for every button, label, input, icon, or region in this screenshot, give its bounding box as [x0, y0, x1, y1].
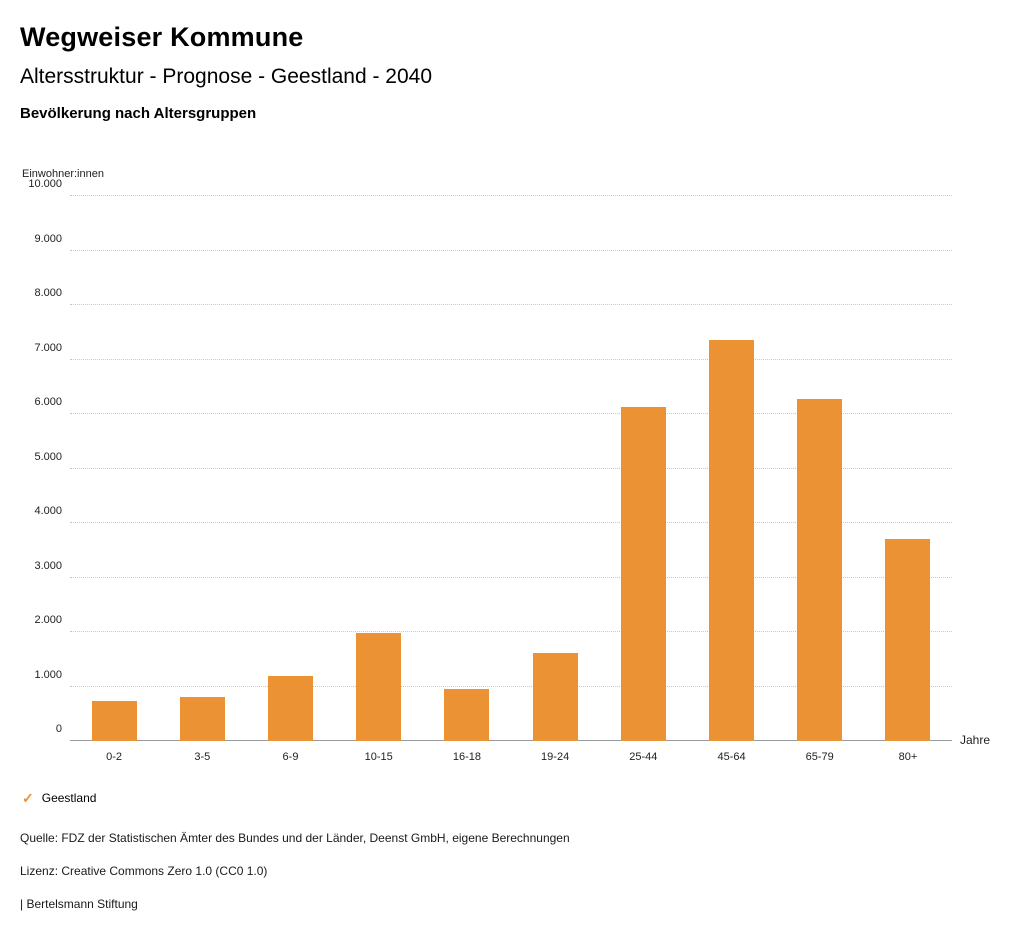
source-line: Quelle: FDZ der Statistischen Ämter des … — [20, 831, 570, 845]
bar-column — [158, 196, 246, 741]
x-axis-title: Jahre — [960, 733, 991, 747]
bar-65-79[interactable] — [797, 399, 843, 741]
bar-column — [423, 196, 511, 741]
bar-19-24[interactable] — [532, 652, 578, 741]
bar-0-2[interactable] — [91, 701, 137, 741]
gridline — [70, 522, 952, 523]
y-tick-label: 7.000 — [34, 341, 62, 354]
bar-3-5[interactable] — [179, 696, 225, 741]
page-title: Wegweiser Kommune — [20, 22, 304, 52]
y-tick-label: 9.000 — [34, 232, 62, 245]
x-tick-label: 10-15 — [364, 751, 393, 763]
x-tick-label: 3-5 — [194, 751, 211, 763]
gridline — [70, 195, 952, 196]
bar-column — [70, 196, 158, 741]
x-tick-label: 25-44 — [629, 751, 658, 763]
page-subtitle: Altersstruktur - Prognose - Geestland - … — [20, 65, 433, 88]
y-tick-label: 4.000 — [34, 505, 62, 517]
x-tick-label: 65-79 — [805, 751, 834, 763]
x-axis-labels: 0-2 3-5 6-9 10-15 16-18 19-24 25-44 45-64 65-79 8… — [70, 751, 952, 763]
y-tick-label: 8.000 — [34, 287, 62, 299]
gridline — [70, 413, 952, 414]
chart-title: Bevölkerung nach Altersgruppen — [20, 105, 257, 122]
x-tick-label: 45-64 — [717, 751, 746, 763]
y-tick-label: 5.000 — [34, 450, 62, 463]
gridline — [70, 249, 952, 251]
bar-80+[interactable] — [885, 539, 931, 741]
x-tick-label: 0-2 — [106, 751, 123, 763]
gridline — [70, 467, 952, 469]
footer: Quelle: FDZ der Statistischen Ämter des … — [20, 831, 1004, 911]
legend-label: Geestland — [41, 791, 97, 805]
brand-line: | Bertelsmann Stiftung — [20, 897, 138, 911]
bar-chart: Jahre 0 1.000 2.000 3.000 4.000 5.000 6.000 7.0… — [28, 178, 990, 763]
x-tick-label: 16-18 — [452, 751, 481, 763]
y-tick-label: 0 — [55, 723, 62, 735]
bar-column — [599, 196, 687, 741]
bar-16-18[interactable] — [444, 689, 490, 741]
bar-10-15[interactable] — [356, 633, 402, 741]
bar-column — [511, 196, 599, 741]
x-tick-label: 6-9 — [282, 751, 299, 763]
bar-25-44[interactable] — [620, 406, 666, 741]
y-tick-label: 3.000 — [34, 559, 62, 572]
gridline — [70, 576, 952, 578]
gridline — [70, 304, 952, 305]
legend-check-icon: ✓ — [22, 790, 34, 806]
y-axis-title: Einwohner:innen — [22, 168, 104, 180]
gridline — [70, 631, 952, 632]
y-tick-label: 10.000 — [28, 178, 62, 190]
bar-6-9[interactable] — [268, 675, 313, 741]
legend-item-geestland[interactable]: ✓ Geestland — [22, 791, 1004, 805]
gridline — [70, 358, 952, 360]
bar-column — [776, 196, 864, 741]
license-line: Lizenz: Creative Commons Zero 1.0 (CC0 1… — [20, 864, 268, 878]
bars-container — [70, 196, 952, 741]
bar-column — [864, 196, 952, 741]
y-tick-label: 6.000 — [34, 396, 62, 408]
bar-column — [687, 196, 775, 741]
bar-column — [335, 196, 423, 741]
x-tick-label: 19-24 — [541, 751, 570, 763]
y-tick-label: 2.000 — [34, 614, 62, 626]
bar-column — [246, 196, 334, 741]
y-tick-label: 1.000 — [34, 668, 62, 681]
gridline — [70, 685, 952, 687]
bar-45-64[interactable] — [709, 340, 755, 741]
x-tick-label: 80+ — [898, 751, 918, 763]
plot-area: Jahre 0 1.000 2.000 3.000 4.000 5.000 6.000 7.0… — [28, 178, 990, 747]
x-axis-line — [70, 740, 952, 741]
